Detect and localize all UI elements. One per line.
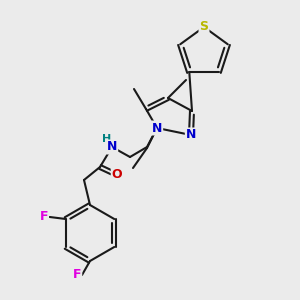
Text: S: S <box>200 20 208 34</box>
Text: F: F <box>73 268 81 281</box>
Text: N: N <box>107 140 117 154</box>
Text: O: O <box>112 167 122 181</box>
Text: F: F <box>40 211 48 224</box>
Text: H: H <box>102 134 112 144</box>
Text: N: N <box>152 122 162 134</box>
Text: N: N <box>186 128 196 142</box>
